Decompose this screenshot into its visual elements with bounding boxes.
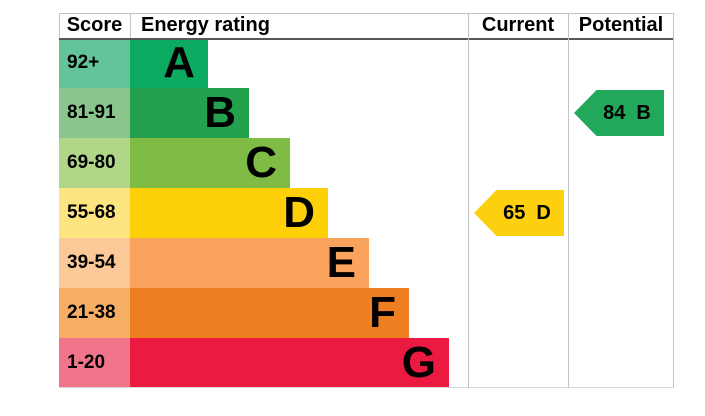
table-bottom-border [59,387,674,388]
band-score-range: 81-91 [59,88,130,138]
header-underline [59,38,674,40]
band-letter: G [401,338,436,387]
potential-score-value: 84 [603,101,626,124]
header-energy-rating: Energy rating [141,14,270,36]
band-score-range: 69-80 [59,138,130,188]
band-bar: A [130,38,208,88]
current-column-right-border [568,13,569,388]
band-bar: G [130,338,449,388]
header-current: Current [481,14,555,36]
band-score-range: 55-68 [59,188,130,238]
band-row: 55-68 D [59,188,674,238]
current-column-left-border [468,13,469,388]
band-letter: F [369,288,396,337]
band-bar: C [130,138,290,188]
band-bar: B [130,88,249,138]
band-bar: F [130,288,409,338]
band-letter: A [163,38,195,87]
header-score: Score [66,14,123,36]
current-band-letter: D [536,201,551,224]
band-bar: E [130,238,369,288]
potential-band-letter: B [636,101,651,124]
band-letter: B [204,88,236,137]
band-letter: C [245,138,277,187]
current-rating-arrow: 65 D [474,190,564,236]
band-row: 92+ A [59,38,674,88]
band-row: 21-38 F [59,288,674,338]
score-header-right-border [130,13,131,38]
current-score-value: 65 [503,201,526,224]
header-potential: Potential [578,14,664,36]
band-row: 39-54 E [59,238,674,288]
band-letter: E [326,238,356,287]
band-score-range: 92+ [59,38,130,88]
band-letter: D [283,188,315,237]
band-row: 1-20 G [59,338,674,388]
score-header-left-border [59,13,60,38]
band-score-range: 1-20 [59,338,130,388]
band-bar: D [130,188,328,238]
table-right-border [673,13,674,388]
band-score-range: 21-38 [59,288,130,338]
band-score-range: 39-54 [59,238,130,288]
band-row: 81-91 B [59,88,674,138]
epc-table: Score Energy rating Current Potential 92… [59,13,674,388]
band-row: 69-80 C [59,138,674,188]
table-top-border [59,13,674,14]
